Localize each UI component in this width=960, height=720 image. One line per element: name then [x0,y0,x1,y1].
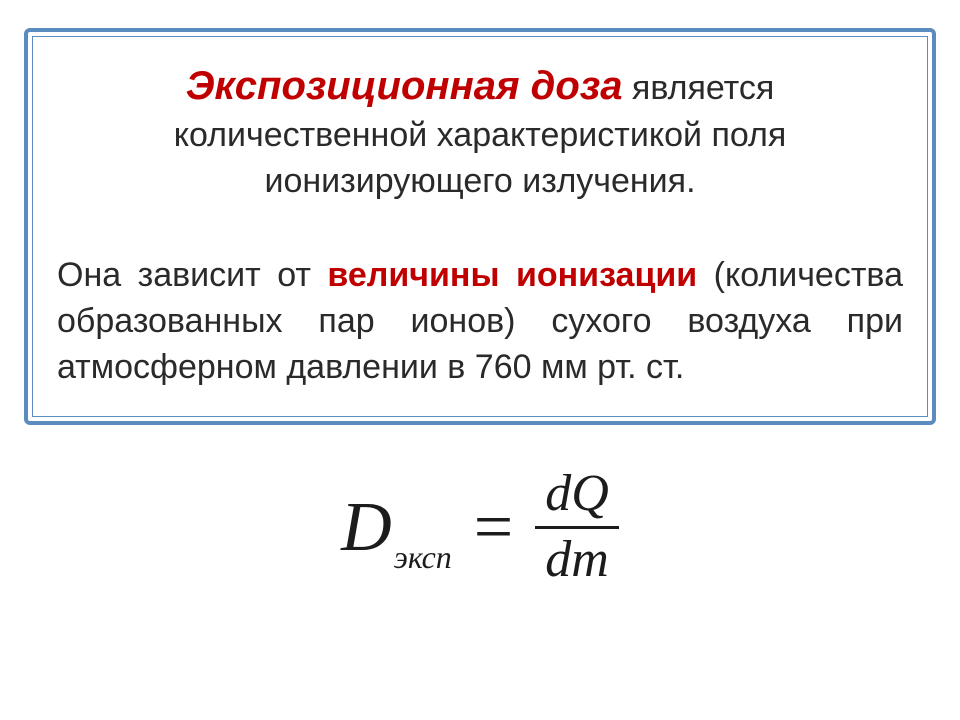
definition-box-outer: Экспозиционная доза является количествен… [24,28,936,425]
body-emphasis: величины ионизации [327,256,697,294]
formula-denominator: dm [535,533,619,588]
definition-heading: Экспозиционная доза является количествен… [57,59,903,205]
formula-row: D эксп = dQ dm [341,467,619,587]
formula-fraction: dQ dm [535,467,619,587]
slide: Экспозиционная доза является количествен… [0,0,960,720]
definition-term: Экспозиционная доза [186,64,623,108]
body-pre: Она зависит от [57,256,327,294]
formula-lhs-letter: D [341,488,392,568]
formula-lhs-subscript: эксп [394,539,452,576]
formula-numerator: dQ [535,467,619,522]
definition-body: Она зависит от величины ионизации (колич… [57,253,903,391]
definition-box-inner: Экспозиционная доза является количествен… [32,36,928,417]
formula-fraction-bar [535,526,619,529]
formula-lhs: D эксп [341,488,452,568]
formula: D эксп = dQ dm [24,467,936,587]
formula-equals: = [474,488,513,568]
